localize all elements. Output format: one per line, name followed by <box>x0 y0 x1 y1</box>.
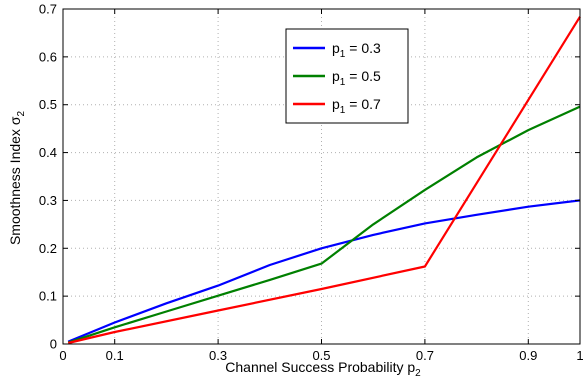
y-tick-label: 0.1 <box>39 289 57 304</box>
x-tick-label: 0.9 <box>519 348 537 363</box>
series-lines <box>67 16 581 345</box>
x-tick-label: 0.3 <box>209 348 227 363</box>
y-axis-label-text: Smoothness Index σ <box>7 116 23 245</box>
x-tick-label: 0 <box>59 348 66 363</box>
x-tick-label: 0.7 <box>416 348 434 363</box>
x-tick-label: 0.1 <box>106 348 124 363</box>
y-tick-label: 0.7 <box>39 2 57 17</box>
x-tick-label: 1 <box>576 348 583 363</box>
y-axis-label: Smoothness Index σ2 <box>7 111 27 246</box>
x-tick-label: 0.5 <box>312 348 330 363</box>
x-axis-label-sub: 2 <box>415 368 421 379</box>
series-line-3 <box>67 16 581 345</box>
y-tick-label: 0.3 <box>39 193 57 208</box>
x-axis-label-text: Channel Success Probability p <box>225 359 415 375</box>
y-tick-label: 0.4 <box>39 145 57 160</box>
y-tick-label: 0.6 <box>39 49 57 64</box>
y-tick-label: 0 <box>50 337 57 352</box>
series-line-1 <box>67 199 581 343</box>
legend-label-2: p1 = 0.5 <box>332 68 381 88</box>
series-line-2 <box>67 105 581 344</box>
legend-label-1: p1 = 0.3 <box>332 40 381 60</box>
y-tick-label: 0.2 <box>39 241 57 256</box>
x-axis-label: Channel Success Probability p2 <box>225 359 421 379</box>
y-tick-label: 0.5 <box>39 97 57 112</box>
axis-ticks: 0 0.1 0.3 0.5 0.7 0.9 1 0 0.1 0.2 0.3 0.4 0.5 0.6 0.7 <box>39 2 584 364</box>
y-axis-label-sub: 2 <box>16 111 27 117</box>
legend-label-3: p1 = 0.7 <box>332 96 381 116</box>
legend: p1 = 0.3 p1 = 0.5 p1 = 0.7 <box>285 28 409 124</box>
